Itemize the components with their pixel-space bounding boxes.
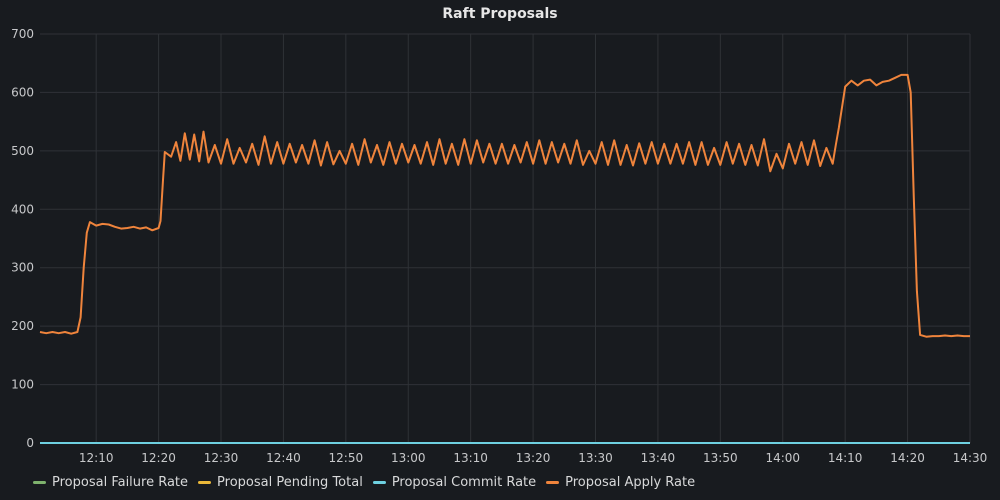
x-tick-label: 13:30 <box>578 451 613 465</box>
panel-title: Raft Proposals <box>442 6 558 22</box>
legend-label: Proposal Failure Rate <box>52 474 189 490</box>
y-tick-label: 500 <box>11 144 34 158</box>
legend-swatch <box>198 480 212 484</box>
x-tick-label: 13:40 <box>641 451 676 465</box>
legend-label: Proposal Apply Rate <box>565 474 696 490</box>
legend-item-proposal-failure-rate[interactable]: Proposal Failure Rate <box>33 475 188 490</box>
x-tick-label: 14:10 <box>828 451 863 465</box>
line-chart: 0 100 200 300 400 500 600 700 12:10 12:20 12:30 12:… <box>11 27 988 465</box>
chart-legend: Proposal Failure Rate Proposal Pending To… <box>33 473 695 491</box>
x-tick-label: 12:20 <box>141 451 176 465</box>
x-tick-label: 12:50 <box>329 451 364 465</box>
legend-swatch <box>372 480 386 484</box>
legend-item-proposal-commit-rate[interactable]: Proposal Commit Rate <box>372 474 537 490</box>
legend-item-proposal-apply-rate[interactable]: Proposal Apply Rate <box>546 475 695 490</box>
y-tick-label: 200 <box>11 319 34 333</box>
legend-item-proposal-pending-total[interactable]: Proposal Pending Total <box>198 475 363 490</box>
x-tick-label: 13:20 <box>516 451 551 465</box>
x-tick-label: 12:40 <box>266 451 301 465</box>
x-tick-label: 13:00 <box>391 451 426 465</box>
legend-swatch <box>546 480 560 484</box>
y-tick-label: 600 <box>11 85 34 99</box>
y-tick-label: 100 <box>11 378 34 392</box>
y-tick-label: 300 <box>11 261 34 275</box>
x-tick-label: 14:20 <box>890 451 925 465</box>
y-tick-label: 0 <box>26 436 34 450</box>
x-tick-label: 14:30 <box>953 451 988 465</box>
x-tick-label: 13:10 <box>453 451 488 465</box>
y-tick-label: 400 <box>11 202 34 216</box>
x-tick-label: 13:50 <box>703 451 738 465</box>
proposal-apply-rate-line <box>39 73 970 338</box>
x-tick-label: 12:10 <box>79 451 114 465</box>
legend-swatch <box>33 480 46 484</box>
x-tick-label: 14:00 <box>765 451 800 465</box>
legend-label: Proposal Commit Rate <box>391 474 537 490</box>
legend-label: Proposal Pending Total <box>217 474 363 490</box>
y-tick-label: 700 <box>11 27 34 41</box>
x-tick-label: 12:30 <box>204 451 239 465</box>
